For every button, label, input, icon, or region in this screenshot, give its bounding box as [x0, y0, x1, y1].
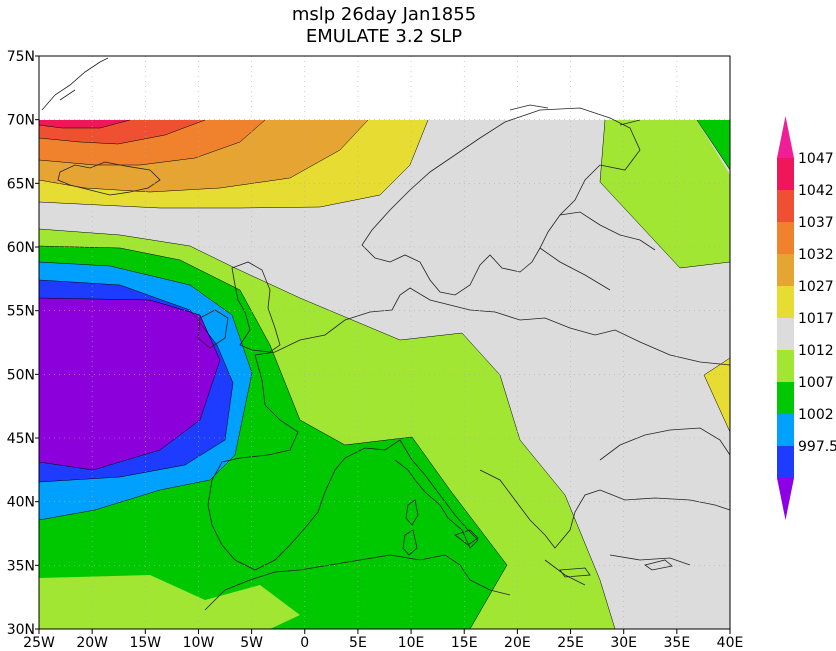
colorbar-label: 1032 — [798, 247, 834, 263]
colorbar-label: 1007 — [798, 375, 834, 391]
contour-1037 — [38, 119, 266, 166]
lon-tick-label: 10E — [398, 635, 425, 651]
lon-tick-label: 5W — [240, 635, 263, 651]
colorbar-segment — [777, 158, 794, 190]
fill-1027-1032-east — [704, 358, 730, 432]
colorbar-label: 1042 — [798, 183, 834, 199]
contour-997 — [38, 297, 221, 471]
coastline-baltic — [539, 211, 656, 291]
contour-lines — [38, 119, 731, 630]
lon-tick-label: 0 — [300, 635, 309, 651]
lon-tick-label: 30E — [610, 635, 637, 651]
coastline-north-europe — [254, 287, 731, 366]
coastline-scandinavia — [361, 107, 641, 296]
lat-tick-label: 70N — [7, 113, 35, 129]
contour-1012-east — [696, 119, 731, 171]
colorbar-label: 1002 — [798, 407, 834, 423]
lat-tick-label: 30N — [7, 622, 35, 638]
lon-tick-label: 20E — [504, 635, 531, 651]
lon-tick-label: 5E — [349, 635, 367, 651]
colorbar-bottom-arrow — [777, 478, 794, 520]
lon-tick-label: 20W — [76, 635, 108, 651]
colorbar-segment — [777, 382, 794, 414]
colorbar-label: 1047 — [798, 151, 834, 167]
coastline-mediterranean-north — [344, 439, 601, 549]
lon-tick-label: 25W — [23, 635, 55, 651]
colorbar-label: 1012 — [798, 343, 834, 359]
colorbar-label: 1017 — [798, 311, 834, 327]
contour-1032 — [38, 119, 369, 193]
coastline-ireland — [197, 309, 229, 349]
lat-tick-label: 65N — [7, 176, 35, 192]
fill-1012-1017-east — [600, 120, 730, 268]
lon-tick-label: 15E — [451, 635, 478, 651]
colorbar-segment — [777, 414, 794, 446]
colorbar-label: 997.5 — [798, 439, 836, 455]
fill-1012-1017-southwest — [39, 575, 300, 629]
colorbar-label: 1037 — [798, 215, 834, 231]
coastlines — [41, 57, 731, 611]
colorbar-segment — [777, 446, 794, 478]
contour-1027-east-b — [703, 374, 731, 433]
map-plot-area: 25W 20W 15W 10W 5W 0 5E 10E 15E 20E 25E 30E 35E 40E 7… — [7, 49, 744, 651]
longitude-axis: 25W 20W 15W 10W 5W 0 5E 10E 15E 20E 25E 30E 35E 40E — [23, 629, 743, 651]
contour-1027 — [38, 119, 429, 209]
map-title-line2: EMULATE 3.2 SLP — [306, 26, 462, 47]
lon-tick-label: 10W — [183, 635, 215, 651]
lon-tick-label: 35E — [664, 635, 691, 651]
colorbar-segment — [777, 350, 794, 382]
contour-1007 — [38, 261, 253, 521]
coastline-great-britain — [231, 261, 281, 353]
contour-1047 — [38, 119, 131, 129]
lat-tick-label: 75N — [7, 49, 35, 65]
latitude-axis: 75N 70N 65N 60N 55N 50N 45N 40N 35N 30N — [7, 49, 39, 638]
lat-tick-label: 45N — [7, 431, 35, 447]
lon-tick-label: 40E — [717, 635, 744, 651]
lon-tick-label: 15W — [129, 635, 161, 651]
contour-1042 — [38, 119, 206, 145]
lat-tick-label: 35N — [7, 558, 35, 574]
coastline-arctic — [509, 104, 641, 126]
lat-tick-label: 60N — [7, 240, 35, 256]
contour-1017-east — [599, 119, 731, 269]
colorbar-segment — [777, 222, 794, 254]
lat-tick-label: 50N — [7, 367, 35, 383]
colorbar-legend: 1047 1042 1037 1032 1027 1017 1012 1007 1002 997.… — [777, 116, 836, 520]
lat-tick-label: 40N — [7, 495, 35, 511]
map-title-line1: mslp 26day Jan1855 — [292, 4, 476, 25]
coastline-black-sea-turkey — [599, 427, 731, 566]
lat-tick-label: 55N — [7, 304, 35, 320]
colorbar-label: 1027 — [798, 279, 834, 295]
lon-tick-label: 25E — [557, 635, 584, 651]
coastline-iceland — [57, 161, 161, 196]
map-frame — [38, 55, 731, 630]
coastline-islands — [402, 499, 479, 556]
colorbar-segment — [777, 254, 794, 286]
colorbar-top-arrow — [777, 116, 794, 158]
map-grid — [39, 56, 730, 629]
colorbar-segment — [777, 318, 794, 350]
colorbar-segment — [777, 286, 794, 318]
coastline-greenland — [41, 57, 109, 111]
contour-1027-east-a — [703, 357, 731, 376]
colorbar-segment — [777, 190, 794, 222]
coastline-crete-cyprus — [559, 559, 673, 578]
contour-1012 — [38, 245, 508, 630]
contour-1002 — [38, 279, 234, 483]
contour-1017 — [38, 228, 616, 630]
fill-below-997 — [39, 298, 220, 470]
coastline-iberia — [207, 354, 346, 571]
coastline-north-africa — [204, 554, 586, 611]
